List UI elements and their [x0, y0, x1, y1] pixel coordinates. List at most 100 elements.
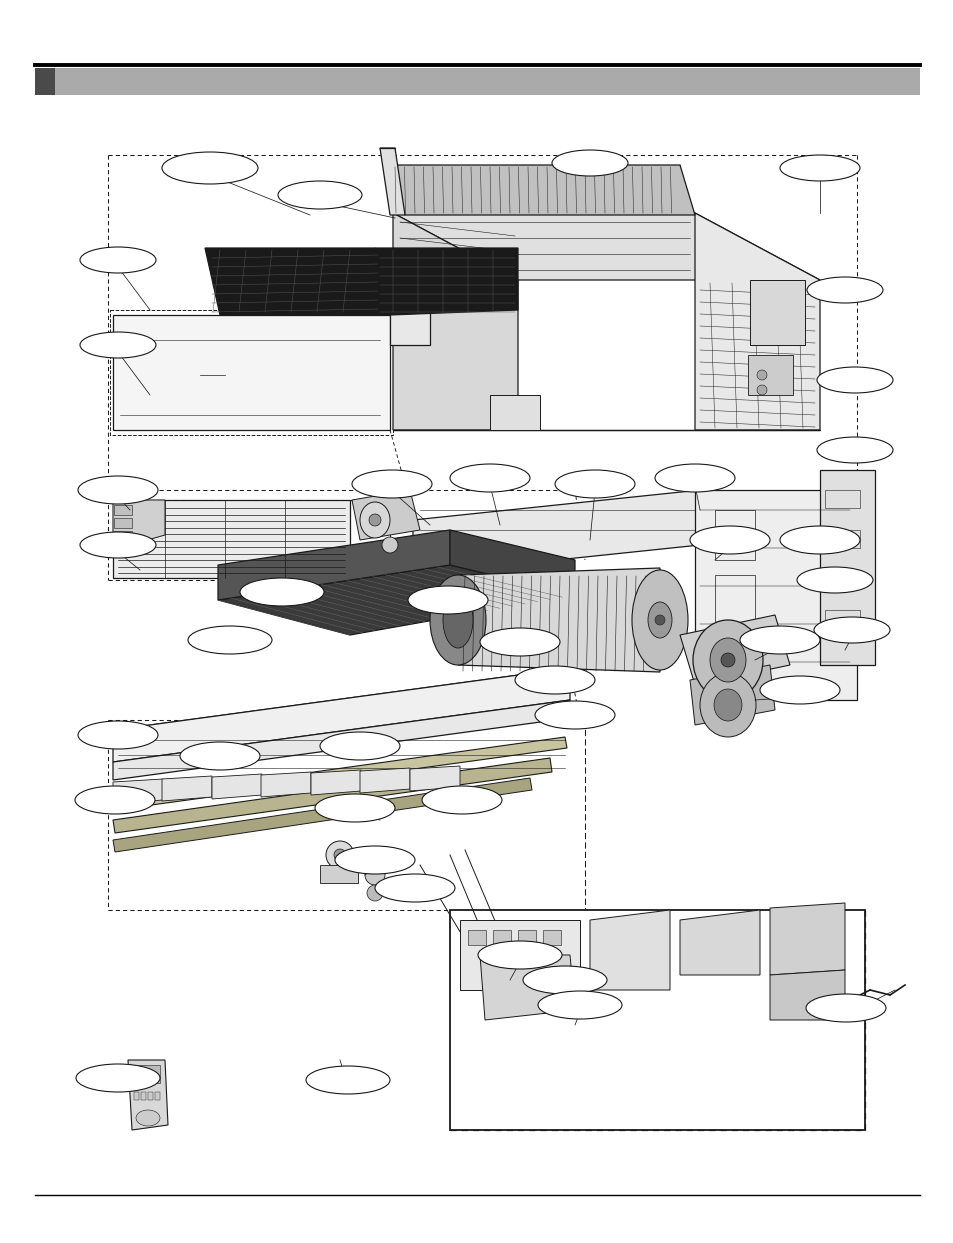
Ellipse shape	[522, 966, 606, 994]
Ellipse shape	[381, 537, 397, 553]
Ellipse shape	[80, 532, 156, 558]
Ellipse shape	[805, 994, 885, 1022]
Ellipse shape	[450, 464, 530, 492]
Polygon shape	[410, 766, 459, 791]
Ellipse shape	[80, 332, 156, 358]
Bar	[517, 930, 536, 945]
Ellipse shape	[442, 592, 473, 648]
Ellipse shape	[162, 152, 257, 184]
Ellipse shape	[334, 849, 346, 861]
Ellipse shape	[813, 617, 889, 643]
Ellipse shape	[647, 602, 671, 638]
Polygon shape	[390, 310, 430, 346]
Ellipse shape	[780, 526, 859, 554]
Polygon shape	[218, 530, 450, 600]
Polygon shape	[112, 737, 566, 810]
Polygon shape	[390, 165, 695, 215]
Ellipse shape	[136, 1110, 160, 1126]
Ellipse shape	[689, 526, 769, 554]
Bar	[35, 68, 919, 94]
Bar	[113, 505, 132, 515]
Ellipse shape	[655, 464, 734, 492]
Ellipse shape	[359, 502, 390, 538]
Ellipse shape	[816, 438, 892, 462]
Bar	[749, 280, 804, 346]
Ellipse shape	[369, 515, 380, 526]
Ellipse shape	[76, 1064, 160, 1093]
Bar	[824, 610, 859, 628]
Polygon shape	[457, 568, 659, 672]
Ellipse shape	[306, 1066, 390, 1094]
Bar	[133, 1093, 139, 1100]
Ellipse shape	[555, 470, 635, 498]
Ellipse shape	[479, 628, 559, 656]
Polygon shape	[352, 490, 419, 539]
Polygon shape	[695, 213, 820, 430]
Bar	[113, 518, 132, 528]
Bar	[132, 1065, 160, 1083]
Ellipse shape	[367, 885, 382, 901]
Polygon shape	[459, 920, 579, 989]
Polygon shape	[205, 249, 390, 314]
Bar	[714, 510, 754, 561]
Polygon shape	[679, 615, 789, 685]
Ellipse shape	[692, 620, 762, 700]
Bar	[714, 576, 754, 635]
Ellipse shape	[535, 701, 615, 728]
Ellipse shape	[515, 666, 595, 694]
Ellipse shape	[75, 786, 154, 814]
Ellipse shape	[760, 676, 840, 704]
Bar	[35, 68, 55, 94]
Polygon shape	[112, 314, 390, 430]
Polygon shape	[112, 667, 569, 762]
Ellipse shape	[180, 742, 260, 769]
Ellipse shape	[78, 721, 158, 750]
Ellipse shape	[365, 865, 385, 885]
Polygon shape	[769, 970, 844, 1021]
Polygon shape	[689, 665, 774, 725]
Ellipse shape	[740, 626, 820, 654]
Ellipse shape	[277, 181, 361, 209]
Polygon shape	[820, 470, 874, 665]
Ellipse shape	[709, 638, 745, 682]
Ellipse shape	[631, 571, 687, 670]
Ellipse shape	[80, 247, 156, 273]
Polygon shape	[112, 667, 584, 742]
Bar	[450, 910, 864, 1130]
Ellipse shape	[796, 567, 872, 593]
Polygon shape	[769, 902, 844, 975]
Ellipse shape	[537, 991, 621, 1019]
Ellipse shape	[240, 578, 324, 607]
Ellipse shape	[78, 476, 158, 503]
Polygon shape	[112, 758, 552, 833]
Polygon shape	[379, 148, 405, 215]
Bar	[493, 930, 511, 945]
Polygon shape	[490, 395, 539, 430]
Bar	[113, 531, 132, 541]
Ellipse shape	[430, 576, 485, 665]
Polygon shape	[128, 1060, 168, 1130]
Bar	[141, 1093, 146, 1100]
Ellipse shape	[314, 794, 395, 822]
Bar	[148, 1093, 152, 1100]
Polygon shape	[112, 700, 569, 781]
Polygon shape	[112, 500, 165, 544]
Bar	[824, 490, 859, 508]
Ellipse shape	[816, 367, 892, 393]
Ellipse shape	[757, 385, 766, 395]
Polygon shape	[589, 910, 669, 989]
Bar	[319, 865, 357, 883]
Ellipse shape	[720, 653, 734, 667]
Ellipse shape	[335, 846, 415, 874]
Bar	[824, 530, 859, 548]
Ellipse shape	[757, 370, 766, 380]
Ellipse shape	[326, 842, 354, 869]
Polygon shape	[393, 213, 517, 430]
Ellipse shape	[408, 585, 488, 614]
Ellipse shape	[655, 615, 664, 625]
Polygon shape	[261, 772, 311, 797]
Polygon shape	[162, 776, 212, 800]
Ellipse shape	[352, 470, 432, 498]
Ellipse shape	[780, 155, 859, 181]
Polygon shape	[311, 769, 360, 796]
